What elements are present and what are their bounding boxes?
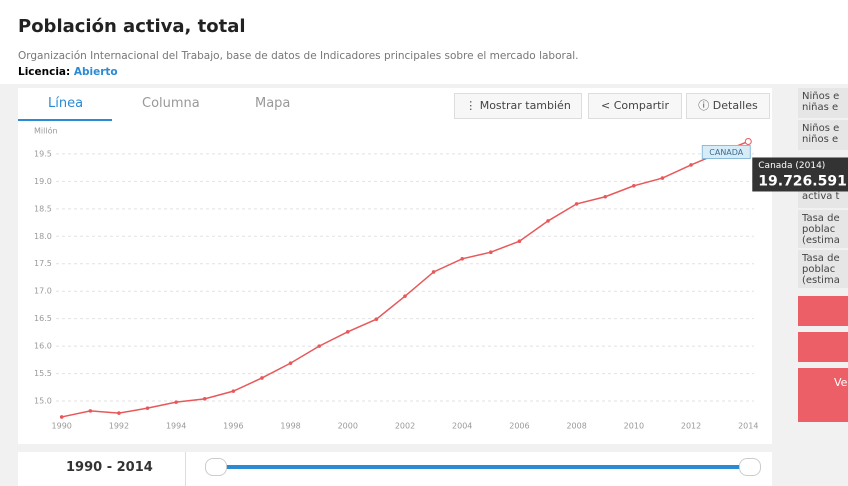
- red-button[interactable]: Ve: [798, 368, 848, 422]
- sidebar-item[interactable]: Niños e niñas e: [798, 88, 848, 118]
- slider-handle[interactable]: [739, 458, 761, 476]
- sidebar-item[interactable]: Tasa de poblac (estima: [798, 210, 848, 248]
- button-label: Mostrar también: [479, 99, 571, 112]
- range-bar: [18, 452, 772, 486]
- button-label: Compartir: [613, 99, 669, 112]
- sidebar-item[interactable]: Tasa de poblac (estima: [798, 250, 848, 288]
- sidebar-item[interactable]: Niños e niños e: [798, 120, 848, 150]
- slider-handle[interactable]: [205, 458, 227, 476]
- sidebar-item[interactable]: activa t: [798, 188, 848, 208]
- chart-panel: [18, 88, 772, 444]
- button-details[interactable]: ⓘ Detalles: [686, 93, 770, 119]
- button-show-also[interactable]: ⋮ Mostrar también: [454, 93, 582, 119]
- range-label: 1990 - 2014: [66, 460, 153, 475]
- button-share[interactable]: < Compartir: [588, 93, 682, 119]
- tab-column[interactable]: Columna: [142, 96, 200, 111]
- license-link[interactable]: Abierto: [73, 66, 118, 78]
- license: Licencia: Abierto: [18, 66, 118, 78]
- red-button[interactable]: [798, 296, 848, 326]
- button-label: Detalles: [712, 99, 758, 112]
- tab-line[interactable]: Línea: [48, 96, 84, 111]
- slider-track: [214, 465, 750, 469]
- page-title: Población activa, total: [18, 16, 246, 37]
- source: Organización Internacional del Trabajo, …: [18, 50, 579, 62]
- divider: [185, 452, 186, 486]
- red-button[interactable]: [798, 332, 848, 362]
- tab-underline: [18, 119, 112, 121]
- license-label: Licencia:: [18, 66, 71, 78]
- tab-map[interactable]: Mapa: [255, 96, 291, 111]
